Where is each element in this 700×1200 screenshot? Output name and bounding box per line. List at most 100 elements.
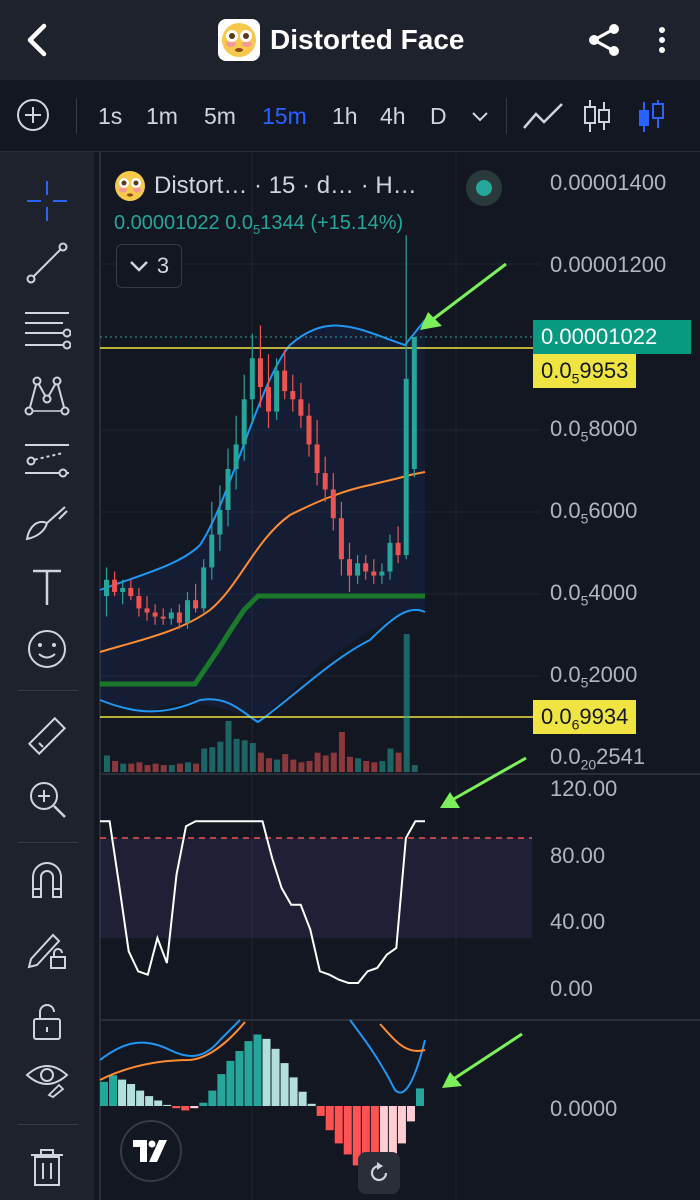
macd-histogram-bar (370, 1106, 379, 1179)
macd-histogram-bar (172, 1106, 181, 1109)
emoji-tool-icon[interactable] (22, 624, 72, 674)
trend-line-tool-icon[interactable] (22, 238, 72, 288)
price-axis-label: 0.00001200 (550, 252, 667, 277)
app-header: Distorted Face (0, 0, 700, 80)
chart-legend[interactable]: Distort… · 15 · d… · H… (114, 170, 417, 202)
token-title: Distorted Face (218, 18, 465, 62)
volume-bar (168, 765, 175, 772)
macd-histogram-bar (415, 1088, 424, 1106)
candle-body (217, 510, 223, 535)
volume-bar (120, 763, 127, 772)
interval-1s[interactable]: 1s (98, 103, 123, 129)
candle-body (387, 542, 393, 572)
zoom-in-tool-icon[interactable] (22, 774, 72, 824)
bollinger-upper-line (99, 319, 426, 591)
brush-tool-icon[interactable] (22, 498, 72, 548)
price-axis-label: 0.0202541 (550, 744, 646, 773)
pattern-tool-icon[interactable] (22, 370, 72, 420)
macd-signal-line (99, 1021, 426, 1081)
macd-histogram-bar (100, 1081, 109, 1106)
bollinger-basis-line (99, 471, 426, 653)
volume-bar (152, 763, 159, 772)
back-arrow-icon[interactable] (20, 20, 56, 60)
chevron-down-icon[interactable] (468, 98, 492, 134)
candle-body (355, 563, 361, 576)
lock-drawing-tool-icon[interactable] (22, 924, 72, 974)
candle-body (314, 444, 320, 474)
interval-15m[interactable]: 15m (262, 103, 307, 129)
visibility-eye-icon[interactable] (22, 1052, 72, 1102)
candle-body (249, 358, 255, 400)
candle-body (136, 596, 142, 609)
more-menu-icon[interactable] (650, 20, 674, 60)
candles-icon[interactable] (582, 98, 612, 134)
volume-bar (298, 762, 305, 772)
macd-histogram-bar (361, 1106, 370, 1174)
candle-body (395, 542, 401, 556)
interval-1m[interactable]: 1m (146, 103, 178, 129)
projection-tool-icon[interactable] (22, 434, 72, 484)
volume-bar (363, 760, 370, 772)
candle-body (403, 378, 409, 556)
macd-histogram-bar (226, 1060, 235, 1106)
bollinger-lower-line (99, 608, 426, 724)
candle-body (168, 612, 174, 619)
interval-4h[interactable]: 4h (380, 103, 406, 129)
oscillator-line (100, 820, 425, 984)
price-axis-label: 0.054000 (550, 580, 638, 609)
reset-chart-icon[interactable] (358, 1152, 400, 1194)
macd-histogram-bar (406, 1106, 415, 1122)
fib-retracement-tool-icon[interactable] (22, 304, 72, 354)
indicators-collapse-button[interactable]: 3 (116, 244, 182, 288)
trash-icon[interactable] (22, 1142, 72, 1192)
interval-5m[interactable]: 5m (204, 103, 236, 129)
volume-bar (411, 765, 418, 772)
candle-body (120, 587, 126, 592)
interval-1h[interactable]: 1h (332, 103, 358, 129)
macd-histogram-bar (262, 1038, 271, 1106)
text-tool-icon[interactable] (22, 562, 72, 612)
share-icon[interactable] (586, 22, 622, 58)
line-chart-icon[interactable] (522, 98, 564, 134)
volume-bar (193, 763, 200, 772)
macd-histogram-bar (343, 1106, 352, 1155)
candle-body (112, 579, 118, 592)
price-axis-label: 0.058000 (550, 416, 638, 445)
volume-bar (347, 756, 353, 772)
volume-bar (379, 760, 386, 772)
candle-body (128, 587, 134, 597)
macd-histogram-bar (199, 1102, 208, 1106)
candle-body (379, 571, 385, 576)
volume-bar (201, 748, 208, 772)
drawing-toolbar (0, 152, 94, 1200)
volume-bar (387, 748, 394, 772)
ruler-tool-icon[interactable] (22, 712, 72, 762)
current-price-badge: 0.00001022 (533, 320, 691, 354)
macd-histogram-bar (316, 1106, 325, 1116)
unlock-icon[interactable] (22, 996, 72, 1046)
tradingview-logo-icon[interactable] (120, 1120, 182, 1182)
price-axis-label: 0.00001400 (550, 170, 667, 195)
candle-body (160, 616, 166, 619)
page-title: Distorted Face (270, 24, 465, 55)
candle-body (152, 612, 158, 617)
macd-histogram-bar (325, 1106, 334, 1131)
indicator-count: 3 (156, 253, 170, 278)
macd-histogram-bar (154, 1100, 163, 1106)
price-axis-label: 0.052000 (550, 662, 638, 691)
macd-histogram-bar (127, 1084, 136, 1106)
volume-bar (371, 762, 378, 772)
volume-bar (355, 758, 362, 772)
candle-body (274, 370, 280, 412)
macd-histogram-bar (334, 1106, 343, 1144)
crosshair-tool-icon[interactable] (22, 176, 72, 226)
oscillator-axis-label: 0.00 (550, 976, 593, 1001)
heikin-ashi-icon[interactable] (636, 98, 666, 134)
magnet-tool-icon[interactable] (22, 854, 72, 904)
candle-body (282, 370, 288, 392)
add-symbol-icon[interactable] (16, 98, 50, 132)
candle-body (144, 608, 150, 613)
volume-bar (225, 720, 232, 772)
interval-d[interactable]: D (430, 103, 447, 129)
